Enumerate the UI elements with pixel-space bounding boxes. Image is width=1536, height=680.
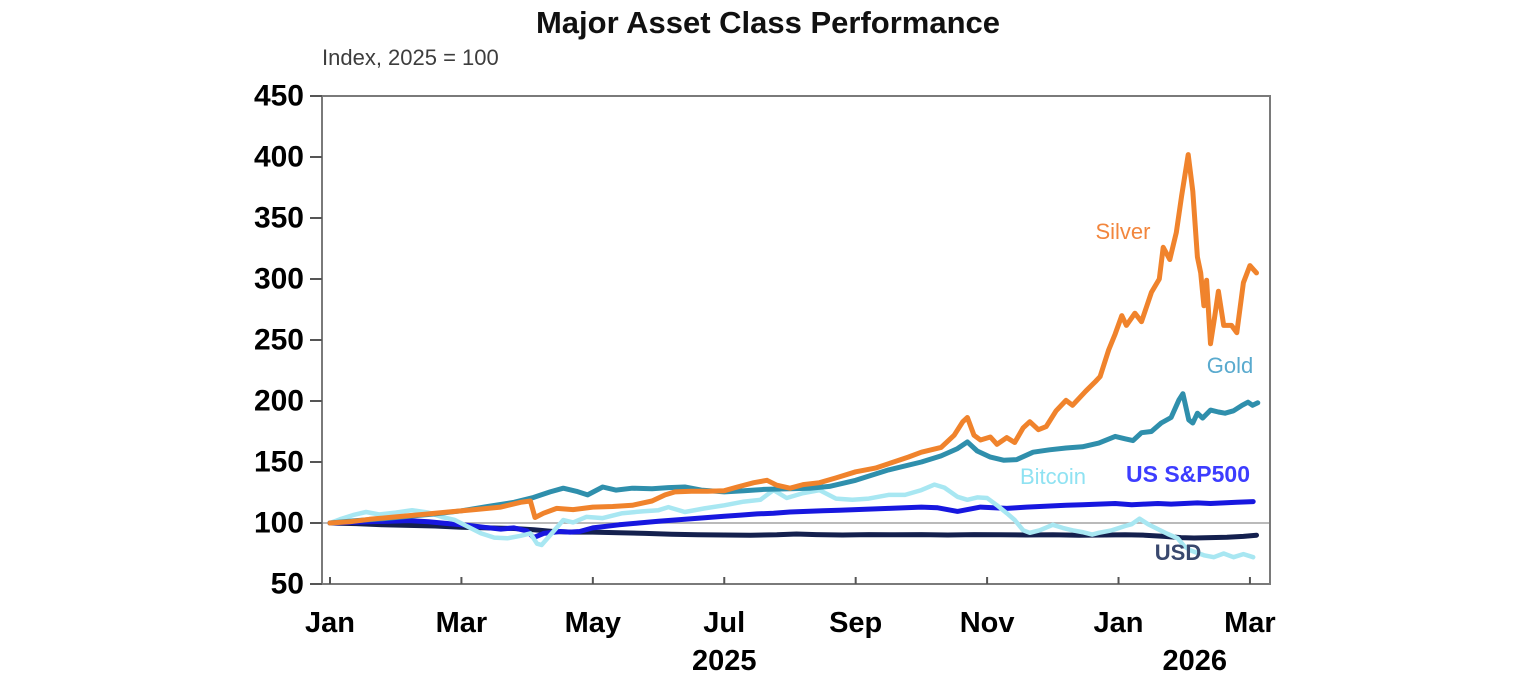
x-tick-label: Jul xyxy=(703,607,745,639)
y-tick-label: 200 xyxy=(254,385,304,418)
y-tick-label: 300 xyxy=(254,263,304,296)
series-line-bitcoin xyxy=(327,482,1256,560)
x-year-label: 2025 xyxy=(692,645,757,677)
series-line-us-s-p500 xyxy=(327,499,1256,541)
x-tick-label: Sep xyxy=(829,607,882,639)
y-tick-label: 250 xyxy=(254,324,304,357)
y-tick-label: 150 xyxy=(254,446,304,479)
x-tick-label: May xyxy=(565,607,621,639)
x-tick-label: Nov xyxy=(960,607,1015,639)
series-label-usd: USD xyxy=(1155,540,1201,565)
y-tick-label: 50 xyxy=(271,568,304,601)
chart-title: Major Asset Class Performance xyxy=(535,5,1001,40)
series-label-us-s-p500: US S&P500 xyxy=(1126,461,1250,487)
y-tick-label: 400 xyxy=(254,141,304,174)
x-year-label: 2026 xyxy=(1162,645,1227,677)
y-tick-label: 350 xyxy=(254,202,304,235)
series-label-bitcoin: Bitcoin xyxy=(1020,464,1086,489)
series-line-gold xyxy=(327,391,1261,526)
series-line-silver xyxy=(327,152,1259,526)
y-tick-label: 100 xyxy=(254,507,304,540)
x-tick-label: Mar xyxy=(436,607,488,639)
x-tick-label: Mar xyxy=(1224,607,1276,639)
chart-subtitle: Index, 2025 = 100 xyxy=(322,45,499,70)
series-label-gold: Gold xyxy=(1207,353,1253,378)
x-tick-label: Jan xyxy=(305,607,355,639)
x-tick-label: Jan xyxy=(1094,607,1144,639)
series-label-silver: Silver xyxy=(1095,219,1150,244)
y-tick-label: 450 xyxy=(254,80,304,113)
